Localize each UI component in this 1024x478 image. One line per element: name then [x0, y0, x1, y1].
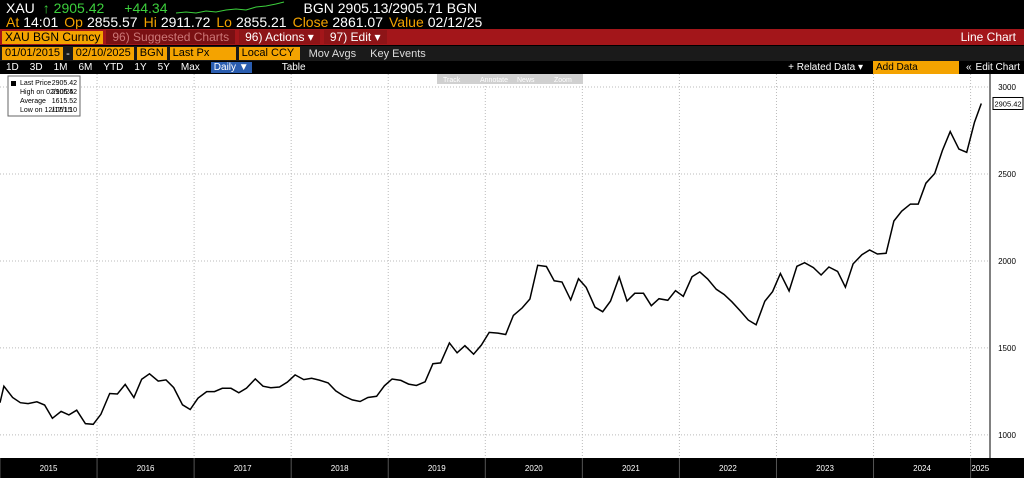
detail-value: 2861.07: [332, 14, 383, 30]
field[interactable]: Last Px: [169, 47, 236, 60]
price-line: [0, 103, 983, 426]
menu-item[interactable]: 96) Suggested Charts: [106, 30, 236, 44]
quote-line: XAU ↑ 2905.42 +44.34 BGN 2905.13/2905.71…: [0, 0, 1024, 16]
detail-label: Op: [64, 14, 83, 30]
frequency[interactable]: Daily ▼: [210, 62, 252, 73]
y-tick-label: 2000: [998, 257, 1016, 266]
last-price: ↑ 2905.42: [42, 0, 105, 16]
menu-bar: XAU BGN Curncy 96) Suggested Charts 96) A…: [0, 29, 1024, 45]
period[interactable]: Max: [180, 62, 200, 73]
tool-button[interactable]: Zoom: [554, 77, 572, 84]
x-tick-label: 2020: [525, 464, 543, 473]
x-axis-strip: [0, 458, 1024, 478]
y-tick-label: 1500: [998, 344, 1016, 353]
chart: 1000 1500 2000 2500 3000 2015 2016 2017 2018 2019…: [0, 74, 1024, 478]
option[interactable]: Mov Avgs: [308, 47, 357, 60]
legend-box: [7, 75, 81, 117]
legend-value: 2905.42: [52, 80, 77, 87]
detail-label: Close: [292, 14, 329, 30]
security[interactable]: XAU BGN Curncy: [2, 30, 104, 44]
legend-stat-value: 1615.52: [52, 98, 77, 105]
legend-stat-label: Low on 12/17/15: [20, 107, 72, 114]
period[interactable]: 6M: [78, 62, 93, 73]
period[interactable]: 1Y: [134, 62, 147, 73]
y-tick-label: 1000: [998, 431, 1016, 440]
x-tick-label: 2021: [622, 464, 640, 473]
x-tick-label: 2017: [234, 464, 252, 473]
detail-label: Value: [388, 14, 424, 30]
plot-background: [0, 74, 1024, 458]
tool-strip: [437, 74, 583, 84]
separator: -: [66, 47, 70, 60]
menu-item[interactable]: 97) Edit ▾: [323, 30, 387, 44]
legend-swatch: [11, 81, 16, 86]
sparkline: [175, 1, 284, 14]
detail-label: Hi: [143, 14, 157, 30]
legend-stat-label: Average: [20, 98, 46, 105]
option[interactable]: Key Events: [370, 47, 426, 60]
detail-value: 14:01: [23, 14, 59, 30]
x-tick-label: 2016: [137, 464, 155, 473]
x-tick-label: 2022: [719, 464, 737, 473]
legend-stat-value: 1051.10: [52, 107, 77, 114]
x-tick-label: 2024: [913, 464, 931, 473]
y-tick-label: 2500: [998, 170, 1016, 179]
add-data[interactable]: Add Data: [872, 61, 959, 74]
detail-value: 2911.72: [160, 14, 211, 30]
detail-value: 02/12/25: [427, 14, 483, 30]
toolbar: 01/01/2015 - 02/10/2025 BGN Last Px Loca…: [0, 46, 1024, 61]
x-tick-label: 2023: [816, 464, 834, 473]
last-price-label: 2905.42: [994, 99, 1021, 108]
period[interactable]: 3D: [29, 62, 43, 73]
x-tick-label: 2018: [331, 464, 349, 473]
net-change: +44.34: [124, 0, 168, 16]
period[interactable]: YTD: [103, 62, 124, 73]
detail-label: Lo: [216, 14, 232, 30]
tool-button[interactable]: News: [517, 77, 535, 84]
period[interactable]: 5Y: [157, 62, 170, 73]
detail-line: At 14:01 Op 2855.57 Hi 2911.72 Lo 2855.21 Close 2…: [0, 14, 1024, 30]
legend-stat-label: High on 02/10/25: [20, 89, 73, 96]
related-data[interactable]: + Related Data ▾: [788, 62, 863, 73]
detail-value: 2855.21: [235, 14, 287, 30]
y-tick-label: 3000: [998, 83, 1016, 92]
tool-button[interactable]: Track: [443, 77, 461, 84]
edit-chart[interactable]: Edit Chart: [975, 62, 1020, 73]
detail-label: At: [6, 14, 20, 30]
x-tick-label: 2025: [971, 464, 989, 473]
end-date[interactable]: 02/10/2025: [72, 47, 134, 60]
legend-stat-value: 2905.42: [52, 89, 77, 96]
legend-name: Last Price: [20, 80, 51, 87]
start-date[interactable]: 01/01/2015: [2, 47, 64, 60]
currency[interactable]: Local CCY: [238, 47, 300, 60]
x-tick-label: 2015: [40, 464, 58, 473]
source[interactable]: BGN: [136, 47, 167, 60]
tool-button[interactable]: Annotate: [480, 77, 508, 84]
ticker: XAU: [6, 0, 35, 16]
detail-value: 2855.57: [86, 14, 138, 30]
bid-ask: BGN 2905.13/2905.71 BGN: [303, 0, 478, 16]
menu-item[interactable]: 96) Actions ▾: [239, 30, 320, 44]
chart-type[interactable]: Line Chart: [960, 30, 1016, 44]
x-tick-label: 2019: [428, 464, 446, 473]
table-button[interactable]: Table: [281, 62, 306, 73]
last-price-box: [992, 96, 1024, 110]
period-bar: 1D 3D 1M 6M YTD 1Y 5Y Max Daily ▼ Table + Relat…: [0, 61, 1024, 74]
period[interactable]: 1M: [53, 62, 68, 73]
period[interactable]: 1D: [6, 62, 19, 73]
